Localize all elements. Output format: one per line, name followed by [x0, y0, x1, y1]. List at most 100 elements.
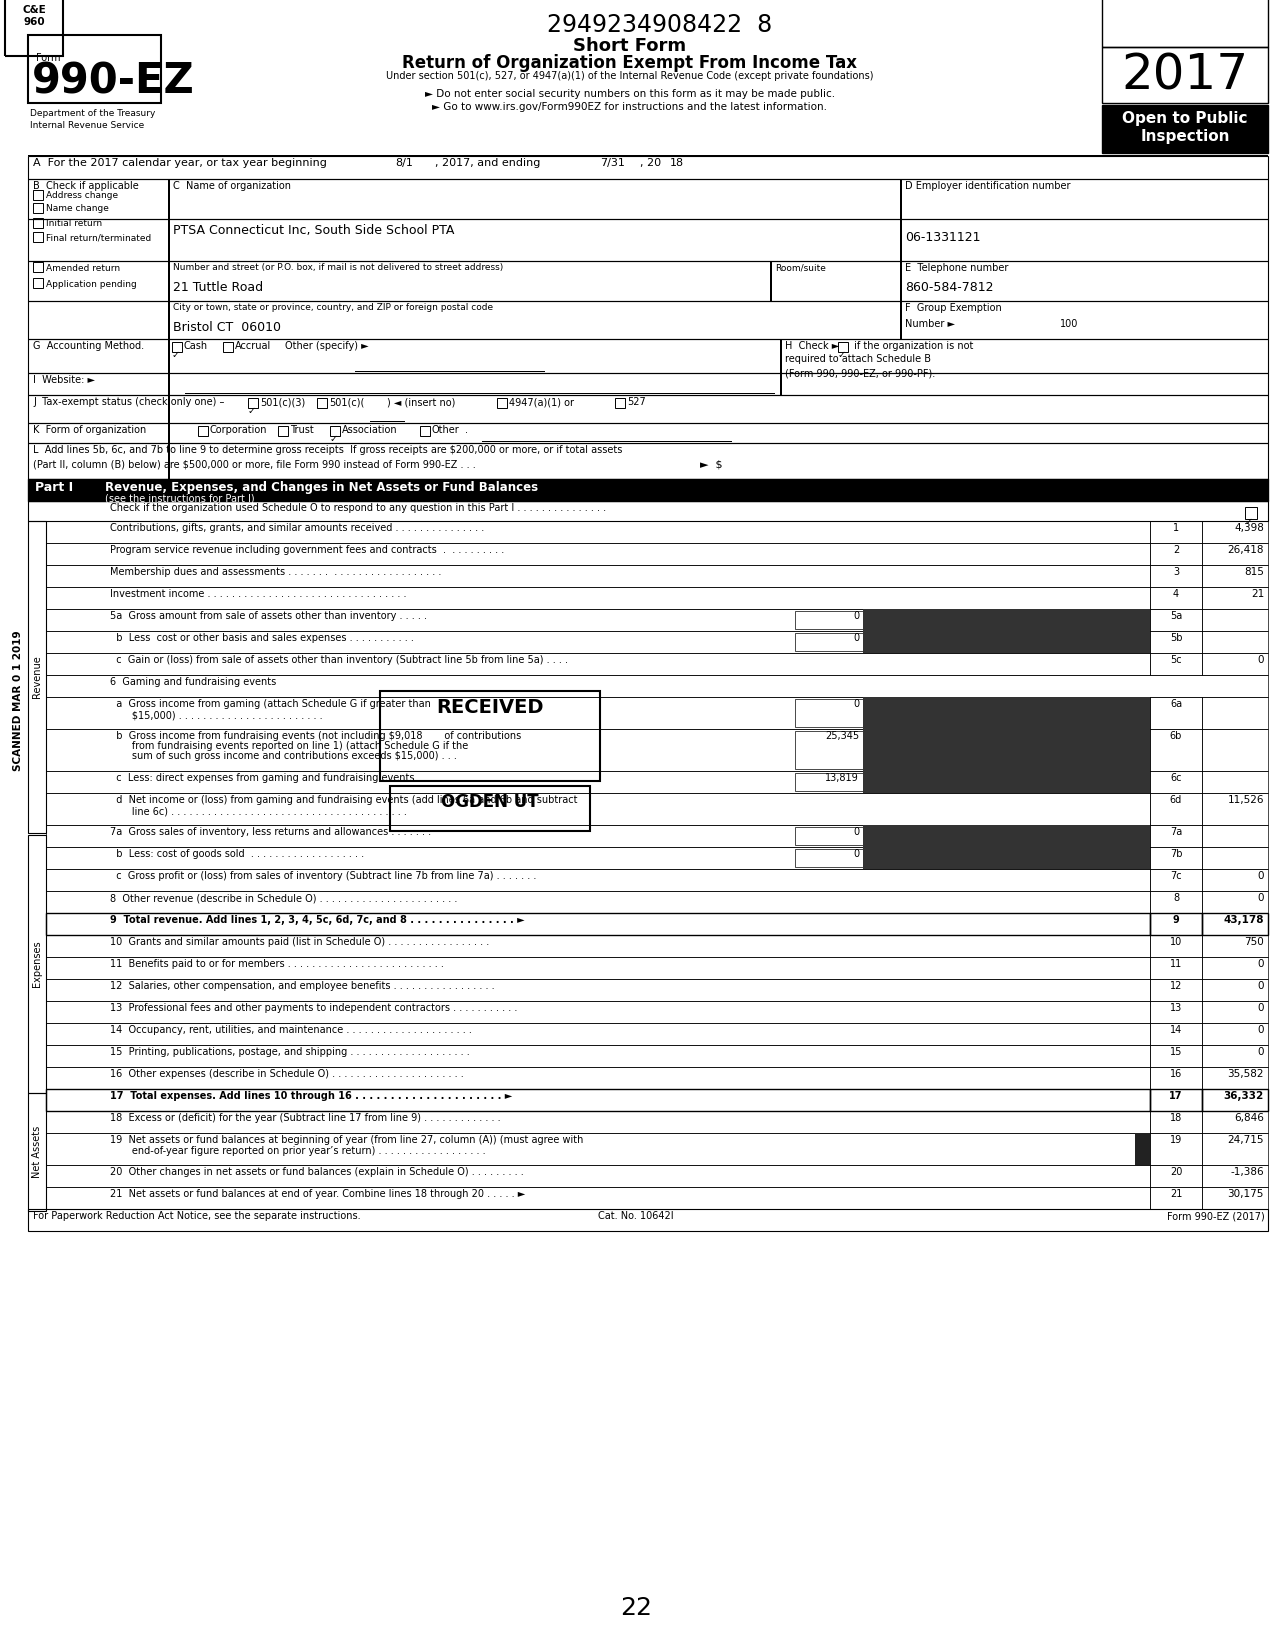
Bar — [46, 609, 1150, 631]
Text: 990-EZ: 990-EZ — [32, 59, 195, 102]
Text: City or town, state or province, country, and ZIP or foreign postal code: City or town, state or province, country… — [173, 304, 494, 312]
Bar — [46, 1024, 1150, 1045]
Text: Other (specify) ►: Other (specify) ► — [285, 342, 369, 352]
Bar — [1202, 543, 1268, 565]
Bar — [1202, 631, 1268, 654]
Bar — [279, 426, 287, 436]
Bar — [1202, 868, 1268, 892]
Text: Cash: Cash — [184, 342, 209, 352]
Bar — [1150, 565, 1202, 588]
Bar — [46, 631, 1150, 654]
Bar — [46, 868, 1150, 892]
Text: Initial return: Initial return — [46, 220, 102, 228]
Text: 18: 18 — [1170, 1113, 1182, 1123]
Bar — [46, 654, 1150, 675]
Bar — [795, 827, 862, 845]
Bar — [1202, 654, 1268, 675]
Text: ► Do not enter social security numbers on this form as it may be made public.: ► Do not enter social security numbers o… — [425, 89, 834, 99]
Text: Internal Revenue Service: Internal Revenue Service — [31, 121, 144, 130]
Text: 0: 0 — [852, 827, 859, 837]
Bar — [172, 342, 182, 352]
Bar — [46, 771, 1150, 792]
Text: 14  Occupancy, rent, utilities, and maintenance . . . . . . . . . . . . . . . . : 14 Occupancy, rent, utilities, and maint… — [109, 1025, 472, 1035]
Text: 7a: 7a — [1170, 827, 1182, 837]
Text: 21: 21 — [1170, 1189, 1182, 1199]
Text: Bristol CT  06010: Bristol CT 06010 — [173, 320, 281, 334]
Text: Form 990-EZ (2017): Form 990-EZ (2017) — [1168, 1210, 1264, 1222]
Text: 17: 17 — [1169, 1091, 1183, 1101]
Text: end-of-year figure reported on prior year’s return) . . . . . . . . . . . . . . : end-of-year figure reported on prior yea… — [109, 1146, 486, 1156]
Text: ✓: ✓ — [838, 350, 846, 360]
Text: 8/1: 8/1 — [396, 158, 413, 168]
Text: 1: 1 — [1173, 523, 1179, 533]
Text: b  Less: cost of goods sold  . . . . . . . . . . . . . . . . . . .: b Less: cost of goods sold . . . . . . .… — [109, 849, 364, 859]
Bar — [46, 522, 1150, 543]
Text: 0: 0 — [1258, 655, 1264, 665]
Bar — [33, 203, 43, 213]
Bar — [33, 263, 43, 272]
Bar — [46, 1001, 1150, 1024]
Bar — [1150, 771, 1202, 792]
Bar — [1202, 1090, 1268, 1111]
Bar — [1245, 507, 1257, 518]
Text: 9  Total revenue. Add lines 1, 2, 3, 4, 5c, 6d, 7c, and 8 . . . . . . . . . . . : 9 Total revenue. Add lines 1, 2, 3, 4, 5… — [109, 915, 524, 925]
Bar — [198, 426, 209, 436]
Bar — [46, 1045, 1150, 1067]
Text: Number and street (or P.O. box, if mail is not delivered to street address): Number and street (or P.O. box, if mail … — [173, 263, 504, 272]
Text: 0: 0 — [1258, 1025, 1264, 1035]
Text: 19: 19 — [1170, 1134, 1182, 1146]
Bar — [46, 979, 1150, 1001]
Text: C  Name of organization: C Name of organization — [173, 182, 291, 192]
Bar — [46, 675, 1268, 697]
Text: b  Less  cost or other basis and sales expenses . . . . . . . . . . .: b Less cost or other basis and sales exp… — [109, 632, 413, 642]
Bar — [28, 373, 1268, 395]
Text: Name change: Name change — [46, 205, 109, 213]
Bar — [168, 261, 169, 300]
Bar — [1202, 1166, 1268, 1187]
Text: 501(c)(: 501(c)( — [329, 396, 364, 408]
Bar — [28, 338, 1268, 373]
Text: 15  Printing, publications, postage, and shipping . . . . . . . . . . . . . . . : 15 Printing, publications, postage, and … — [109, 1047, 469, 1057]
Text: 750: 750 — [1244, 938, 1264, 948]
Text: 527: 527 — [627, 396, 646, 408]
Text: 4: 4 — [1173, 589, 1179, 599]
Bar — [1202, 979, 1268, 1001]
Text: c  Gross profit or (loss) from sales of inventory (Subtract line 7b from line 7a: c Gross profit or (loss) from sales of i… — [109, 872, 537, 882]
Text: if the organization is not: if the organization is not — [851, 342, 973, 352]
Bar — [901, 220, 902, 261]
Bar — [46, 847, 1150, 868]
Bar — [1135, 1133, 1150, 1166]
Bar — [1202, 913, 1268, 934]
Bar — [795, 773, 862, 791]
Bar — [33, 190, 43, 200]
Text: 10  Grants and similar amounts paid (list in Schedule O) . . . . . . . . . . . .: 10 Grants and similar amounts paid (list… — [109, 938, 490, 948]
Bar — [28, 500, 1268, 522]
Bar — [1150, 1187, 1202, 1209]
Bar — [391, 786, 590, 830]
Bar — [28, 423, 1268, 442]
Bar — [1150, 1111, 1202, 1133]
Text: 6d: 6d — [1170, 796, 1182, 806]
Bar — [1150, 979, 1202, 1001]
Text: Amended return: Amended return — [46, 264, 120, 272]
Text: 15: 15 — [1170, 1047, 1182, 1057]
Text: PTSA Connecticut Inc, South Side School PTA: PTSA Connecticut Inc, South Side School … — [173, 225, 454, 238]
Text: Revenue, Expenses, and Changes in Net Assets or Fund Balances: Revenue, Expenses, and Changes in Net As… — [106, 480, 538, 494]
Text: 7b: 7b — [1170, 849, 1182, 859]
Bar — [1202, 1133, 1268, 1166]
Bar — [28, 522, 46, 834]
Bar — [33, 277, 43, 287]
Bar — [1202, 792, 1268, 826]
Text: B  Check if applicable: B Check if applicable — [33, 182, 139, 192]
Text: 0: 0 — [1258, 959, 1264, 969]
Bar — [795, 849, 862, 867]
Bar — [1150, 522, 1202, 543]
Bar — [862, 826, 1150, 847]
Text: J  Tax-exempt status (check only one) –: J Tax-exempt status (check only one) – — [33, 396, 224, 408]
Bar — [1150, 1090, 1202, 1111]
Bar — [1202, 847, 1268, 868]
Bar — [1150, 1133, 1202, 1166]
Text: ► Go to www.irs.gov/Form990EZ for instructions and the latest information.: ► Go to www.irs.gov/Form990EZ for instru… — [432, 102, 828, 112]
Bar — [1150, 1045, 1202, 1067]
Text: sum of such gross income and contributions exceeds $15,000) . . .: sum of such gross income and contributio… — [109, 751, 457, 761]
